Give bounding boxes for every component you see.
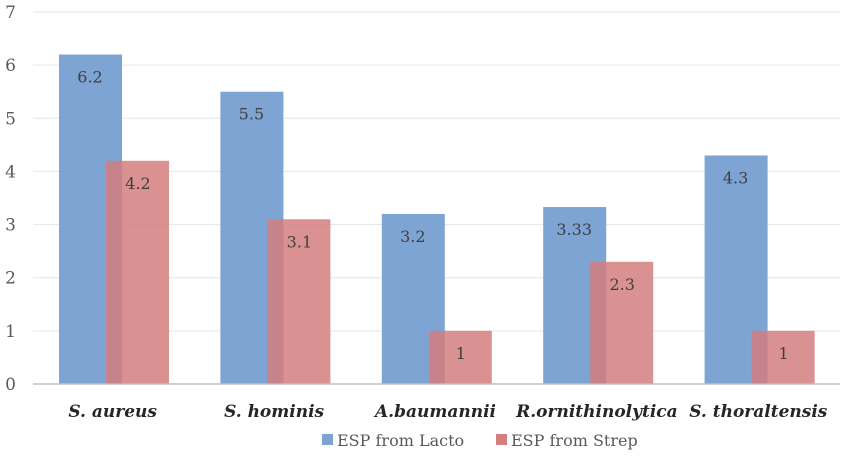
legend-label: ESP from Lacto	[337, 431, 464, 450]
category-label: S. hominis	[224, 402, 324, 422]
y-tick-label: 1	[5, 322, 16, 342]
y-axis-ticks: 0 1 2 3 4 5 6 7	[5, 3, 16, 395]
bar-strep	[428, 330, 492, 384]
data-label: 3.1	[287, 232, 312, 251]
bar-strep	[751, 330, 815, 384]
data-label: 4.3	[723, 168, 748, 187]
category-label: A.baumannii	[373, 402, 496, 422]
y-tick-label: 6	[5, 56, 16, 76]
data-label: 3.2	[400, 227, 425, 246]
data-label: 4.2	[125, 174, 150, 193]
y-tick-label: 0	[5, 375, 16, 395]
data-label: 5.5	[239, 105, 264, 124]
legend-swatch	[496, 434, 507, 445]
y-tick-label: 4	[5, 162, 16, 182]
legend: ESP from Lacto ESP from Strep	[322, 431, 638, 450]
data-label: 6.2	[77, 68, 102, 87]
category-label: R.ornithinolytica	[515, 402, 678, 422]
legend-swatch	[322, 434, 333, 445]
bar-strep	[106, 160, 169, 384]
category-labels: S. aureus S. hominis A.baumannii R.ornithin…	[68, 402, 827, 422]
category-label: S. aureus	[68, 402, 157, 422]
bar-strep	[590, 261, 654, 384]
data-label: 1	[456, 344, 466, 363]
data-label: 1	[779, 344, 789, 363]
bars	[59, 54, 815, 385]
category-label: S. thoraltensis	[689, 402, 828, 422]
bar-strep	[267, 219, 331, 384]
y-tick-label: 7	[5, 3, 16, 23]
data-label: 2.3	[609, 275, 634, 294]
data-labels: 6.2 4.2 5.5 3.1 3.2 1 3.33 2.3 4.3 1	[77, 68, 788, 363]
data-label: 3.33	[556, 220, 592, 239]
y-tick-label: 2	[5, 269, 16, 289]
y-tick-label: 5	[5, 109, 16, 129]
legend-label: ESP from Strep	[511, 431, 638, 450]
y-tick-label: 3	[5, 216, 16, 236]
